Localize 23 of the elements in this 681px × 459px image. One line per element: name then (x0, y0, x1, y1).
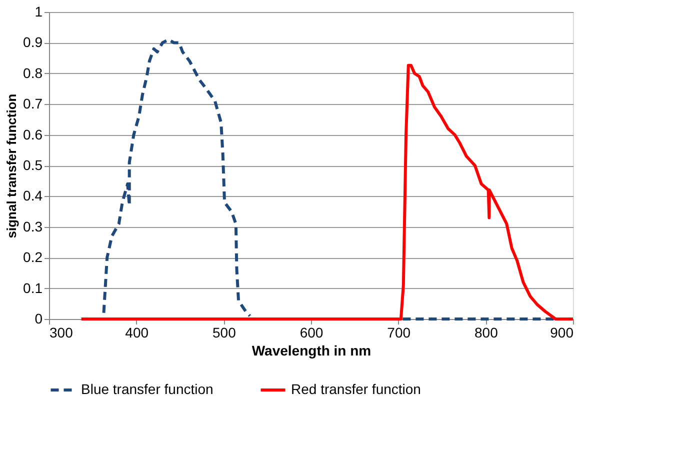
x-tick-label: 300 (50, 324, 74, 340)
y-tick-label: 0.3 (23, 218, 43, 234)
y-tick-label: 0.1 (23, 280, 43, 296)
x-tick-label: 400 (125, 324, 149, 340)
line-series (80, 64, 574, 320)
y-tick-label: 1 (34, 4, 43, 20)
x-tick-label: 800 (474, 324, 498, 340)
y-tick-label: 0.5 (23, 157, 43, 173)
y-tick-label: 0.9 (23, 34, 43, 50)
y-tick-label: 0.8 (23, 64, 43, 81)
legend-label: Red transfer function (291, 381, 421, 397)
x-tick-label: 600 (300, 324, 324, 340)
y-tick-label: 0.4 (23, 188, 43, 204)
y-tick-label: 0 (34, 310, 43, 326)
y-tick-label: 0.7 (23, 96, 43, 112)
x-tick-label: 500 (212, 324, 236, 340)
legend-label: Blue transfer function (81, 381, 214, 397)
y-tick-label: 0.6 (23, 126, 43, 142)
x-tick-label: 900 (550, 324, 574, 340)
y-axis-title: signal transfer function (4, 94, 20, 238)
x-axis-title: Wavelength in nm (252, 342, 372, 358)
x-tick-label: 700 (387, 324, 411, 340)
y-tick-label: 0.2 (23, 249, 43, 266)
